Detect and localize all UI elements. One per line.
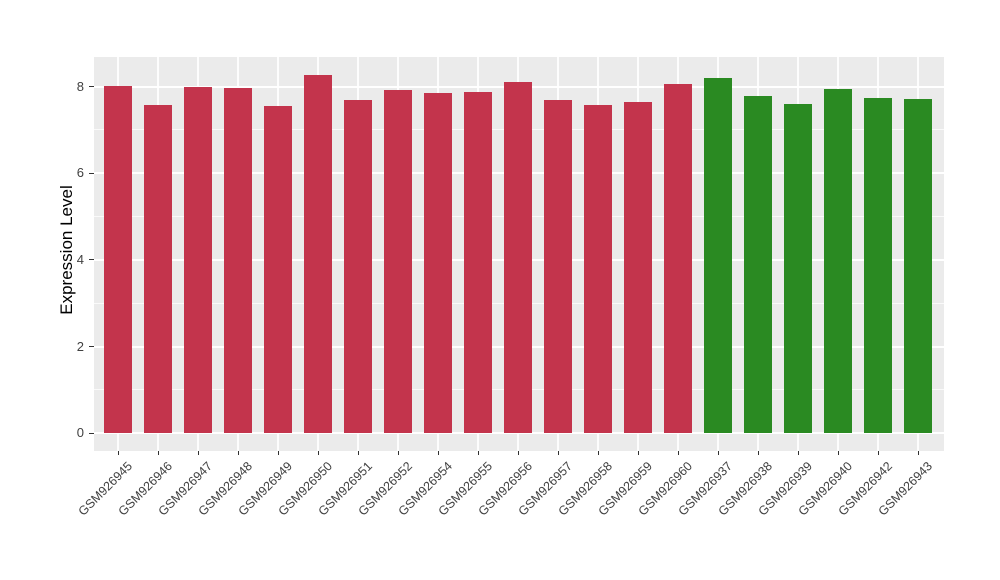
bar <box>224 87 252 434</box>
x-tick-mark <box>797 451 799 455</box>
x-tick-mark <box>757 451 759 455</box>
x-tick-mark <box>477 451 479 455</box>
bar <box>864 97 892 434</box>
bar <box>184 87 212 434</box>
x-tick-mark <box>317 451 319 455</box>
plot-panel <box>94 57 944 451</box>
bar <box>424 93 452 434</box>
x-tick-mark <box>917 451 919 455</box>
y-tick-label: 0 <box>76 425 84 441</box>
x-tick-mark <box>877 451 879 455</box>
bar <box>664 84 692 434</box>
bar <box>904 99 932 434</box>
bar <box>104 86 132 434</box>
bar <box>744 96 772 434</box>
bar <box>784 104 812 434</box>
x-tick-mark <box>557 451 559 455</box>
bar <box>264 106 292 434</box>
x-tick-mark <box>197 451 199 455</box>
x-tick-mark <box>637 451 639 455</box>
bar <box>384 90 412 434</box>
bar <box>544 100 572 434</box>
x-tick-mark <box>677 451 679 455</box>
bar <box>504 81 532 434</box>
y-tick-label: 4 <box>76 251 84 267</box>
y-tick-label: 8 <box>76 78 84 94</box>
bar <box>304 74 332 434</box>
x-tick-mark <box>837 451 839 455</box>
y-axis-title: Expression Level <box>57 185 76 315</box>
bar <box>624 101 652 434</box>
x-tick-mark <box>717 451 719 455</box>
x-tick-mark <box>397 451 399 455</box>
gridline-major <box>94 432 944 435</box>
y-tick-mark <box>89 86 94 88</box>
bar <box>704 77 732 434</box>
y-tick-label: 2 <box>76 338 84 354</box>
x-tick-mark <box>237 451 239 455</box>
x-tick-mark <box>357 451 359 455</box>
bar <box>824 88 852 434</box>
bar <box>464 91 492 434</box>
x-tick-mark <box>277 451 279 455</box>
y-tick-mark <box>89 346 94 348</box>
y-tick-label: 6 <box>76 165 84 181</box>
x-tick-mark <box>117 451 119 455</box>
x-tick-mark <box>437 451 439 455</box>
bar <box>344 100 372 434</box>
x-tick-mark <box>517 451 519 455</box>
y-tick-mark <box>89 259 94 261</box>
bar <box>144 104 172 434</box>
y-tick-mark <box>89 172 94 174</box>
x-tick-mark <box>157 451 159 455</box>
y-tick-mark <box>89 432 94 434</box>
bar <box>584 104 612 434</box>
x-tick-mark <box>597 451 599 455</box>
